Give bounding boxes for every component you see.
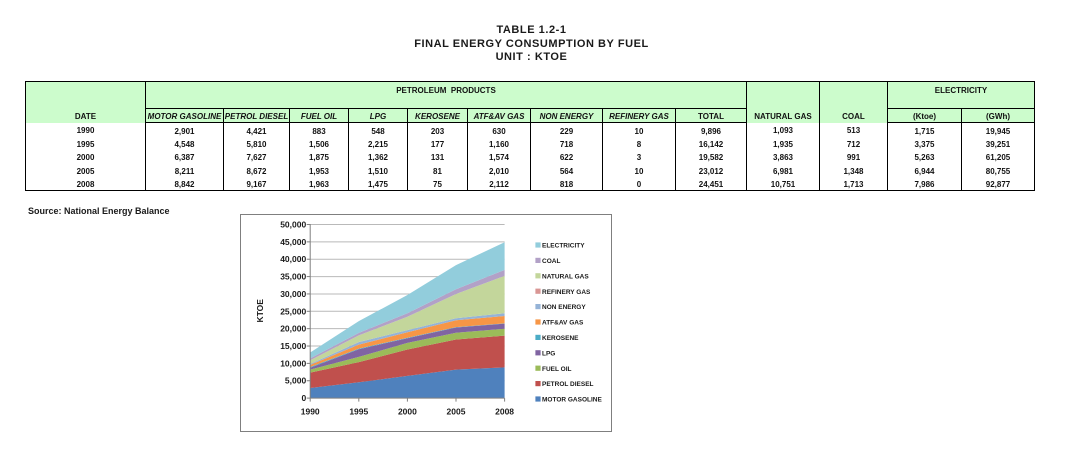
svg-text:0: 0 <box>301 393 306 403</box>
svg-text:2005: 2005 <box>447 407 466 417</box>
svg-text:2008: 2008 <box>495 407 514 417</box>
svg-text:1995: 1995 <box>349 407 368 417</box>
svg-text:ATF&AV GAS: ATF&AV GAS <box>542 320 584 327</box>
svg-text:KTOE: KTOE <box>255 299 265 323</box>
svg-text:FUEL OIL: FUEL OIL <box>542 366 572 373</box>
svg-text:NATURAL GAS: NATURAL GAS <box>542 273 589 280</box>
svg-text:MOTOR GASOLINE: MOTOR GASOLINE <box>542 397 602 404</box>
svg-text:45,000: 45,000 <box>280 237 306 247</box>
svg-text:40,000: 40,000 <box>280 254 306 264</box>
svg-text:20,000: 20,000 <box>280 324 306 334</box>
svg-text:2000: 2000 <box>398 407 417 417</box>
svg-text:35,000: 35,000 <box>280 272 306 282</box>
svg-text:ELECTRICITY: ELECTRICITY <box>542 243 585 250</box>
svg-text:30,000: 30,000 <box>280 289 306 299</box>
svg-text:LPG: LPG <box>542 350 555 357</box>
svg-text:COAL: COAL <box>542 258 560 265</box>
svg-text:KEROSENE: KEROSENE <box>542 335 579 342</box>
svg-text:15,000: 15,000 <box>280 341 306 351</box>
svg-text:PETROL DIESEL: PETROL DIESEL <box>542 381 594 388</box>
svg-text:NON ENERGY: NON ENERGY <box>542 304 586 311</box>
svg-text:5,000: 5,000 <box>285 376 307 386</box>
svg-text:REFINERY GAS: REFINERY GAS <box>542 289 591 296</box>
svg-text:10,000: 10,000 <box>280 358 306 368</box>
svg-text:25,000: 25,000 <box>280 306 306 316</box>
svg-text:1990: 1990 <box>301 407 320 417</box>
svg-text:50,000: 50,000 <box>280 220 306 230</box>
